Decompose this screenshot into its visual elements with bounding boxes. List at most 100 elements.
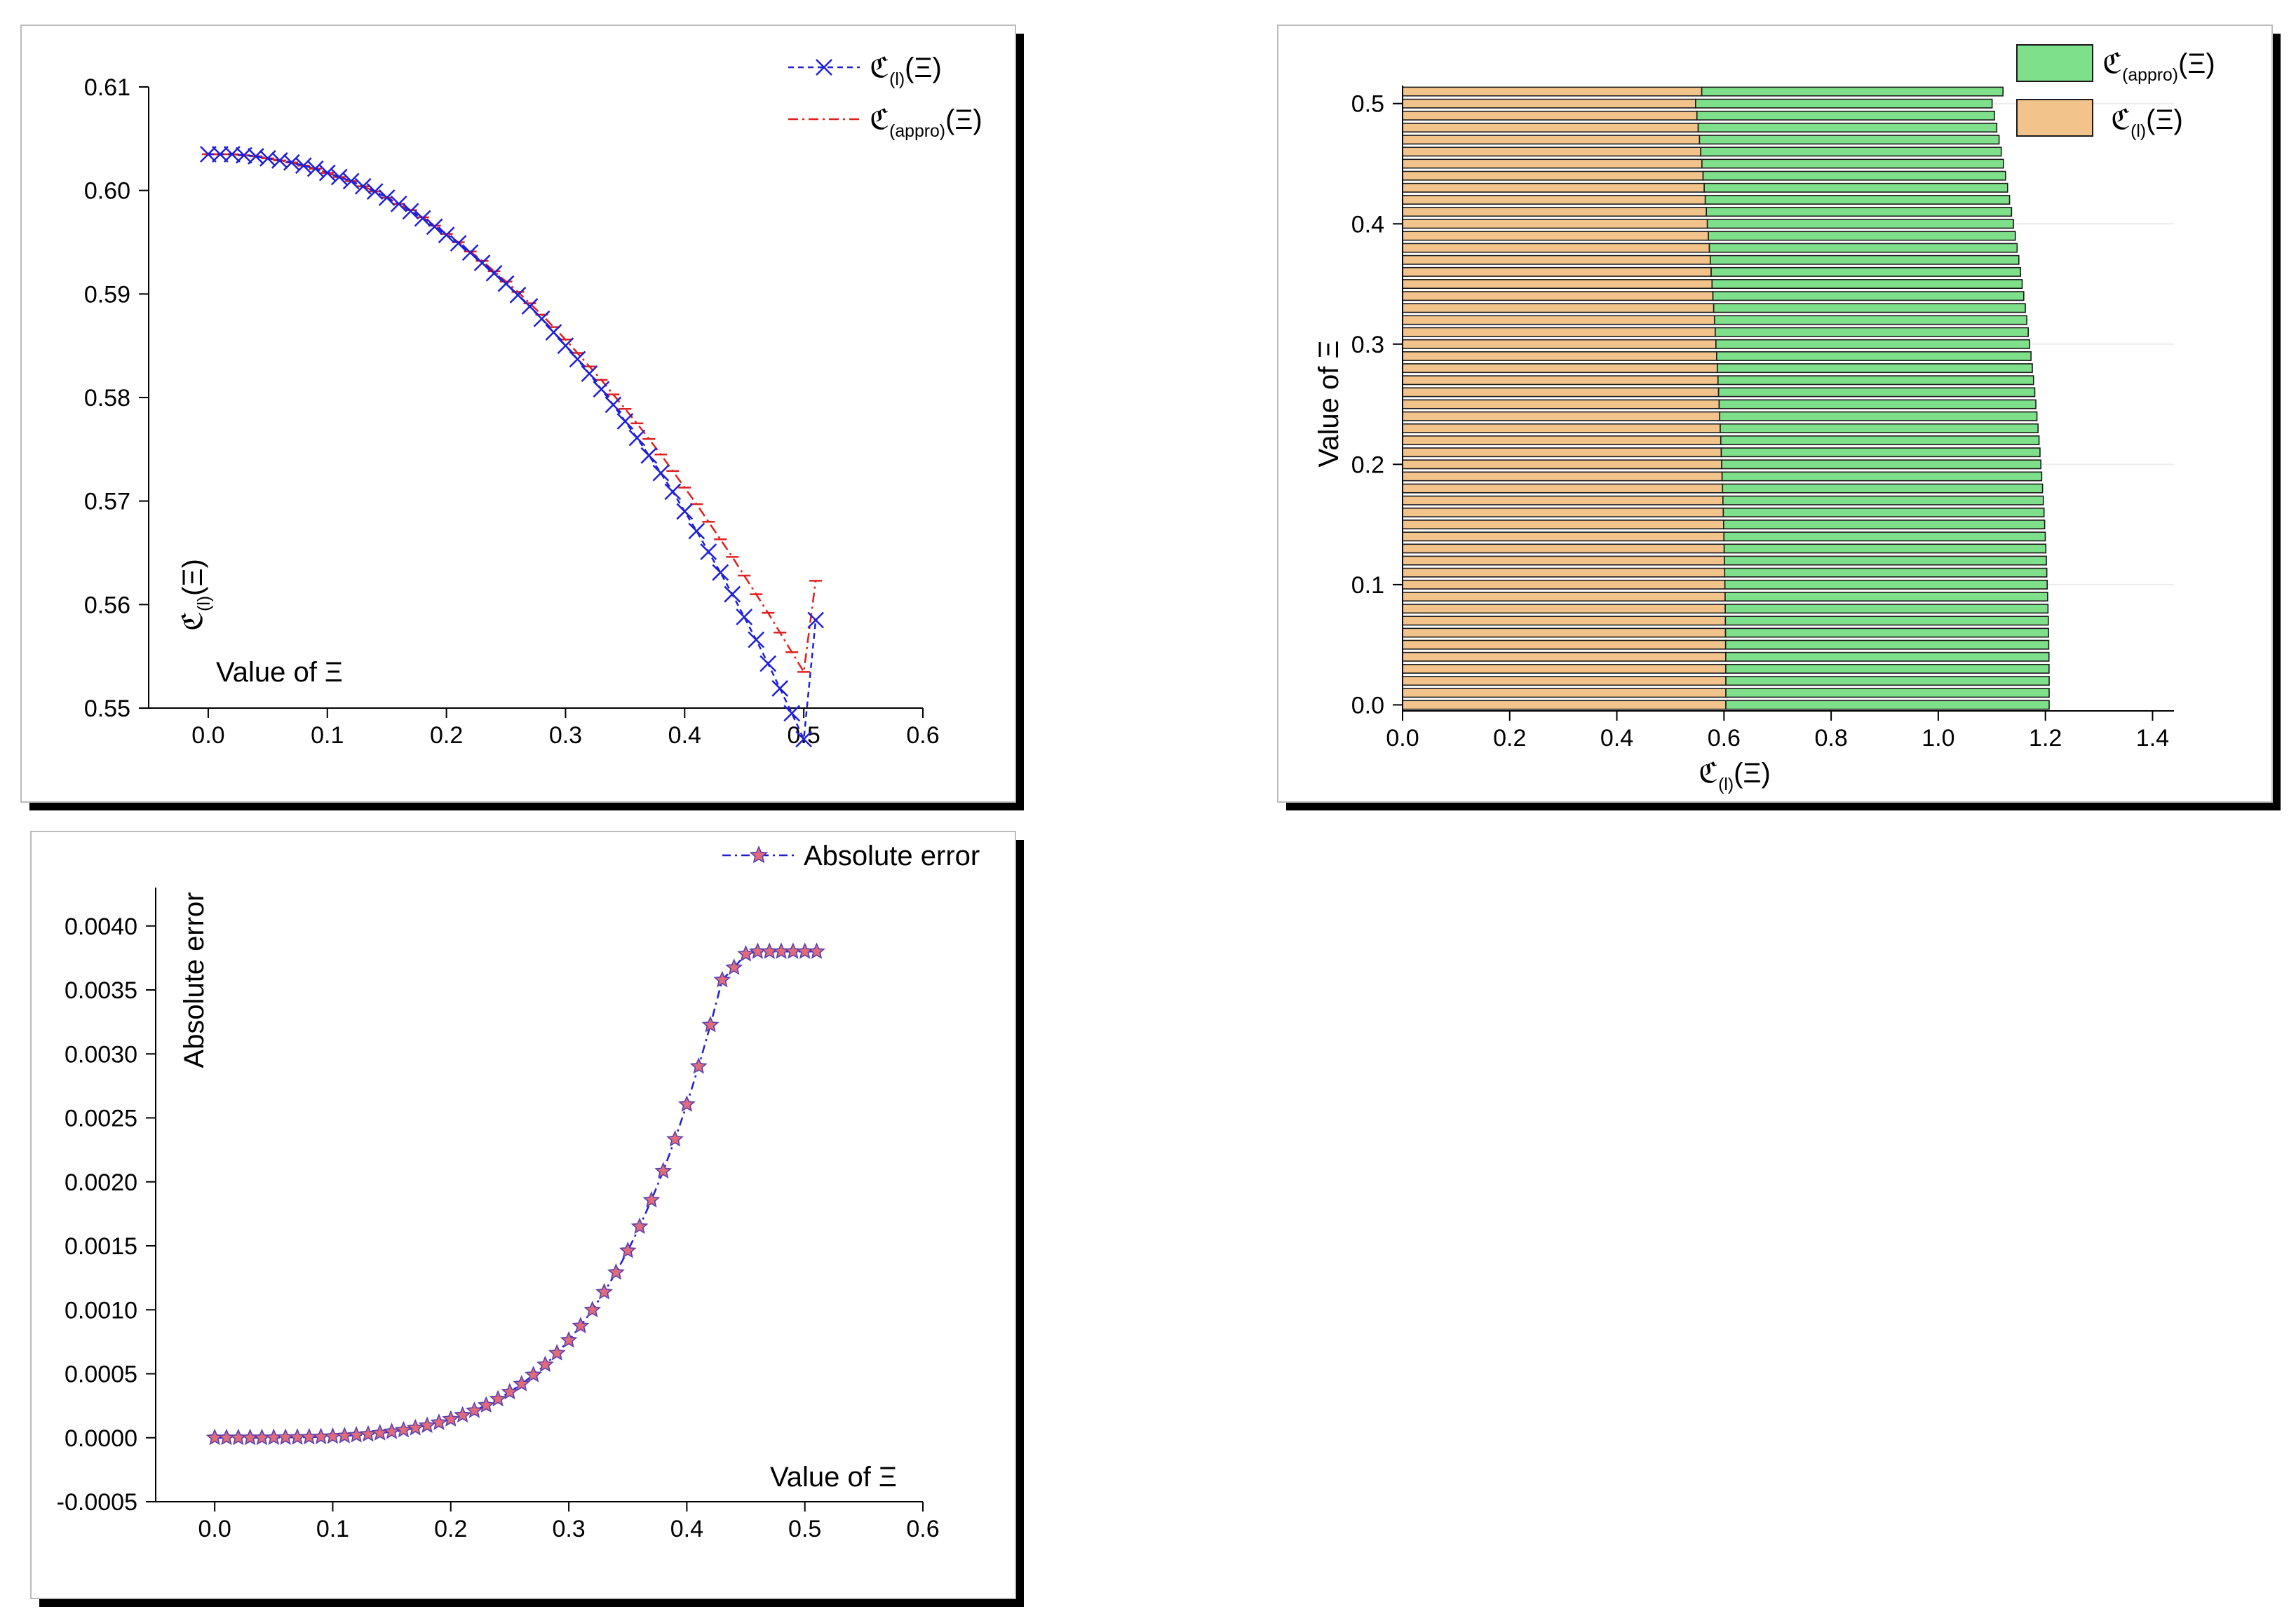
bar-l (1402, 651, 1727, 662)
bar-l (1402, 399, 1720, 409)
y-tick-label: 0.5 (1351, 91, 1384, 118)
legend-label-appro-sub: (appro) (2122, 66, 2178, 85)
y-tick-label: 0.55 (84, 695, 130, 722)
series-l-marker (628, 429, 646, 447)
series-l-marker (736, 609, 753, 625)
series-l-marker (616, 413, 634, 430)
bar-l (1402, 86, 1703, 97)
y-tick-label: 0.2 (1351, 451, 1384, 478)
bar-appro (1722, 520, 2046, 530)
x-tick-label: 0.0 (1386, 725, 1419, 752)
bar-l (1402, 303, 1715, 313)
series-error-line (215, 951, 817, 1439)
bar-appro (1724, 639, 2050, 650)
bar-appro (1715, 339, 2031, 349)
bar-appro (1722, 507, 2045, 517)
legend-label-appro-main: ℭ (2102, 48, 2122, 79)
bar-l (1402, 435, 1722, 446)
bar-l (1402, 387, 1720, 398)
bar-appro (1724, 604, 2049, 614)
bar-l (1402, 219, 1708, 229)
series-l-marker (676, 503, 694, 520)
y-tick-label: 0.0030 (65, 1041, 137, 1068)
legend-label-appro: ℭ(appro)(Ξ) (2102, 48, 2215, 85)
y-tick-label: 0.0000 (65, 1425, 137, 1452)
legend-marker-error (749, 845, 769, 864)
series-l-marker (414, 210, 431, 227)
legend-label-l-main: ℭ (2111, 104, 2130, 135)
bar-l (1402, 182, 1705, 193)
series-l-marker (748, 631, 765, 648)
bar-l (1402, 147, 1701, 157)
bar-l (1402, 266, 1712, 277)
bar-appro (1697, 123, 1998, 133)
series-error-marker (737, 944, 755, 962)
bar-appro (1695, 98, 1993, 109)
series-l-marker (378, 189, 396, 206)
bar-appro (1720, 423, 2039, 433)
series-l-marker (200, 146, 217, 163)
series-error-marker (713, 970, 731, 988)
series-l-marker (807, 611, 825, 629)
bar-l (1402, 351, 1717, 361)
series-l-marker (581, 365, 598, 382)
y-axis-title-tail: (Ξ) (177, 559, 208, 596)
legend-label-appro-tail: (Ξ) (2178, 48, 2215, 79)
x-axis-title-tail: (Ξ) (1734, 758, 1771, 789)
bar-appro (1713, 303, 2026, 313)
bar-appro (1706, 219, 2014, 229)
series-error-marker (630, 1217, 649, 1235)
series-l-marker (354, 177, 372, 195)
bar-appro (1717, 363, 2033, 374)
bar-l (1402, 123, 1699, 133)
bar-appro (1724, 567, 2048, 578)
bar-appro (1722, 483, 2044, 494)
series-l-marker (700, 543, 717, 560)
bar-l (1402, 339, 1717, 349)
x-tick-label: 0.2 (430, 722, 463, 749)
bar-l (1402, 555, 1725, 566)
bar-appro (1708, 243, 2018, 253)
series-error-marker (525, 1366, 542, 1383)
bar-l (1402, 158, 1703, 169)
series-error-marker (595, 1283, 613, 1300)
y-tick-label: 0.0015 (65, 1233, 137, 1260)
x-tick-label: 0.2 (434, 1516, 467, 1542)
series-error-marker (395, 1420, 412, 1438)
bar-l (1402, 207, 1708, 217)
bar-l (1402, 279, 1713, 290)
series-error-marker (725, 958, 743, 975)
bar-appro (1709, 254, 2020, 265)
bar-l (1402, 194, 1706, 205)
series-l-marker (545, 324, 562, 341)
series-l-marker (771, 680, 789, 697)
series-l-marker (795, 731, 813, 748)
y-tick-label: 0.57 (84, 489, 130, 515)
bar-l (1402, 579, 1726, 590)
y-tick-label: 0.0 (1351, 692, 1384, 719)
series-l-marker (342, 172, 360, 190)
series-l-marker (212, 146, 229, 163)
y-tick-label: 0.0040 (65, 914, 137, 940)
bar-l (1402, 700, 1727, 710)
bar-appro (1699, 135, 2000, 145)
legend-label-l-main: ℭ (870, 53, 889, 83)
bar-l (1402, 98, 1696, 109)
bar-l (1402, 447, 1722, 458)
x-tick-label: 0.4 (1600, 725, 1633, 752)
series-l-line (208, 153, 817, 742)
bar-appro (1725, 688, 2050, 698)
series-error-marker (501, 1383, 519, 1400)
panel-3-frame (30, 831, 1016, 1599)
bar-l (1402, 170, 1704, 181)
panel-1-frame (20, 25, 1016, 803)
bar-l (1402, 627, 1727, 638)
series-error-marker (677, 1095, 696, 1112)
series-l-marker (318, 164, 336, 182)
bar-l (1402, 291, 1714, 301)
series-error-marker (654, 1162, 673, 1179)
bar-appro (1714, 315, 2027, 325)
series-error-marker (583, 1301, 602, 1317)
x-axis-title-main: ℭ (1699, 758, 1718, 789)
bar-l (1402, 663, 1727, 674)
